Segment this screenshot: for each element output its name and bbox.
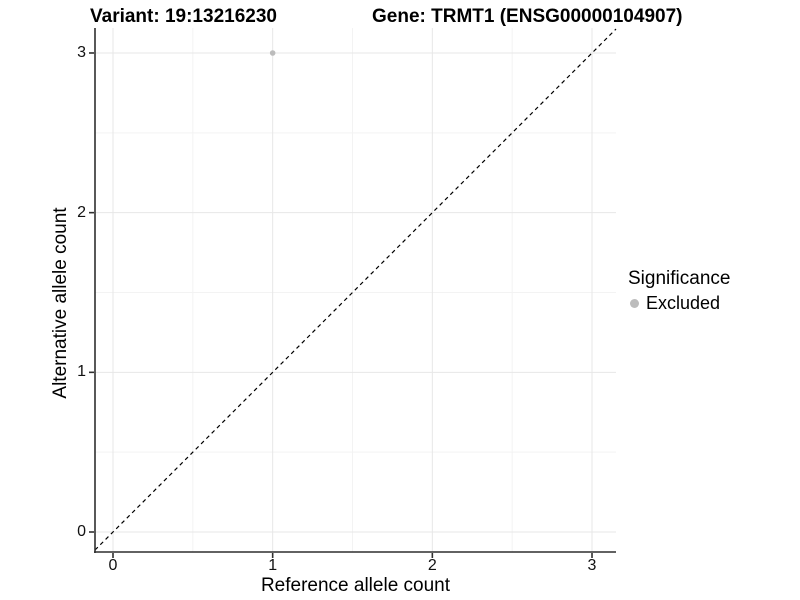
identity-reference-line (94, 28, 617, 551)
data-point-excluded (269, 50, 276, 56)
x-tick-label: 0 (108, 557, 118, 574)
legend-key-dot-icon (630, 299, 639, 308)
x-tick-label: 2 (427, 557, 437, 574)
plot-title-variant: Variant: 19:13216230 (90, 6, 277, 27)
x-tick-label: 3 (587, 557, 597, 574)
y-tick-label: 2 (77, 203, 86, 221)
legend: Significance Excluded (628, 268, 730, 314)
y-tick-label: 1 (77, 363, 86, 381)
x-tick-label: 1 (268, 557, 278, 574)
legend-item-excluded: Excluded (628, 293, 730, 314)
x-axis-title: Reference allele count (260, 575, 451, 596)
y-tick-label: 0 (77, 523, 86, 540)
y-tick-label: 3 (77, 43, 86, 61)
legend-item-label: Excluded (646, 293, 721, 313)
plot-title-gene: Gene: TRMT1 (ENSG00000104907) (372, 6, 683, 27)
y-axis-title: Alternative allele count (50, 207, 71, 399)
legend-title: Significance (628, 268, 731, 289)
